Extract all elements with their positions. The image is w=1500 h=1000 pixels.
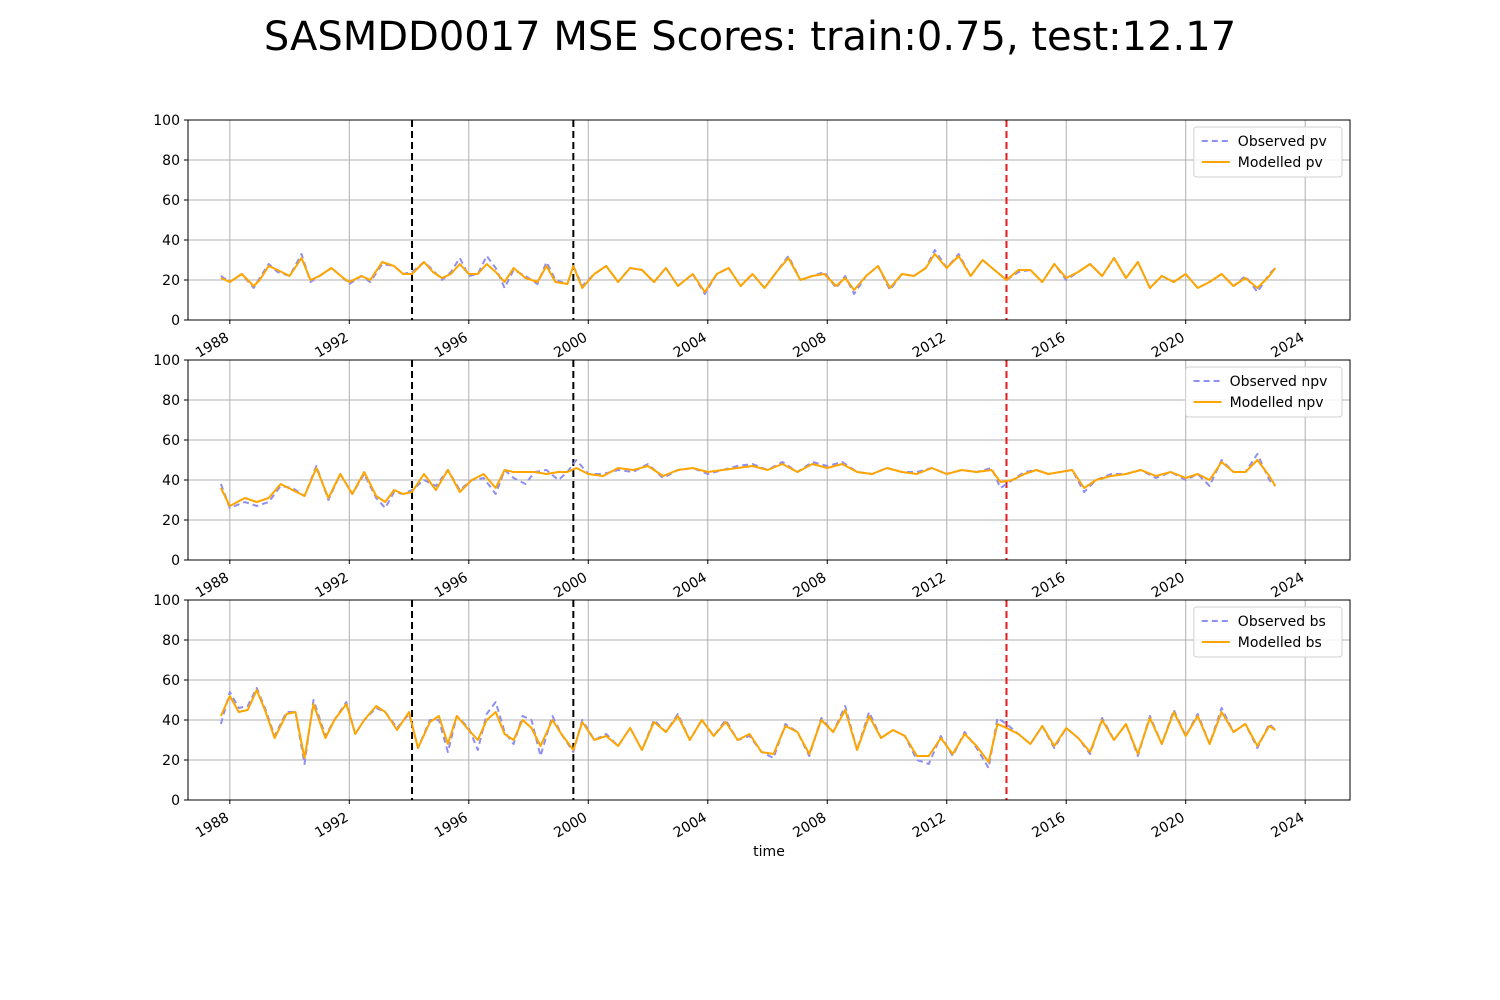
series-line-0 [220, 249, 1277, 295]
x-tick-label: 2008 [790, 810, 829, 842]
y-tick-label: 40 [162, 713, 180, 729]
y-tick-label: 100 [153, 593, 180, 609]
y-tick-label: 20 [162, 513, 180, 529]
x-tick-label: 2012 [910, 330, 949, 362]
legend-box [1185, 366, 1343, 418]
x-tick-label: 2004 [671, 810, 710, 842]
x-tick-label: 1992 [312, 330, 351, 362]
y-tick-label: 80 [162, 633, 180, 649]
x-tick-label: 1988 [193, 570, 232, 602]
x-axis-label: time [753, 844, 785, 860]
x-tick-label: 2012 [910, 810, 949, 842]
x-tick-label: 1996 [432, 330, 471, 362]
legend-box [1193, 126, 1343, 178]
y-tick-label: 60 [162, 433, 180, 449]
x-tick-label: 2000 [551, 330, 590, 362]
x-tick-label: 2004 [671, 570, 710, 602]
y-tick-label: 80 [162, 393, 180, 409]
axes-frame [187, 359, 1351, 561]
x-tick-label: 2024 [1268, 330, 1307, 362]
subplot-1: 0 20 40 60 80 100 1988 1992 1996 2000 2004 2008 2012… [153, 113, 1351, 362]
legend: Observed bs Modelled bs [1193, 606, 1343, 658]
y-tick-label: 40 [162, 473, 180, 489]
y-tick-label: 80 [162, 153, 180, 169]
y-tick-label: 20 [162, 273, 180, 289]
x-tick-label: 1996 [432, 570, 471, 602]
x-tick-label: 2000 [551, 570, 590, 602]
y-tick-label: 60 [162, 673, 180, 689]
y-tick-label: 100 [153, 113, 180, 129]
y-tick-label: 0 [171, 793, 180, 809]
x-tick-label: 2016 [1029, 810, 1068, 842]
x-tick-label: 2008 [790, 330, 829, 362]
legend-label: Observed pv [1238, 134, 1327, 150]
chart-title: SASMDD0017 MSE Scores: train:0.75, test:… [263, 14, 1237, 60]
x-tick-label: 2004 [671, 330, 710, 362]
subplot-3: 0 20 40 60 80 100 1988 1992 1996 2000 2004 2008 2012… [153, 593, 1351, 860]
x-tick-label: 1996 [432, 810, 471, 842]
legend-label: Observed npv [1230, 374, 1328, 390]
legend: Observed npv Modelled npv [1185, 366, 1343, 418]
y-tick-label: 60 [162, 193, 180, 209]
x-tick-label: 2024 [1268, 810, 1307, 842]
x-tick-label: 1992 [312, 810, 351, 842]
legend: Observed pv Modelled pv [1193, 126, 1343, 178]
x-tick-label: 2012 [910, 570, 949, 602]
y-tick-label: 0 [171, 313, 180, 329]
series-line-1 [220, 253, 1277, 293]
y-tick-label: 0 [171, 553, 180, 569]
x-tick-label: 1992 [312, 570, 351, 602]
legend-label: Modelled npv [1230, 395, 1324, 411]
x-tick-label: 2000 [551, 810, 590, 842]
axes-frame [187, 119, 1351, 321]
x-tick-label: 1988 [193, 810, 232, 842]
legend-label: Modelled pv [1238, 155, 1323, 171]
y-tick-label: 40 [162, 233, 180, 249]
axes-frame [187, 599, 1351, 801]
x-tick-label: 1988 [193, 330, 232, 362]
series-line-0 [219, 453, 1277, 509]
x-tick-label: 2020 [1149, 570, 1188, 602]
x-tick-label: 2024 [1268, 570, 1307, 602]
legend-box [1193, 606, 1343, 658]
y-tick-label: 20 [162, 753, 180, 769]
y-tick-label: 100 [153, 353, 180, 369]
x-tick-label: 2020 [1149, 810, 1188, 842]
series-line-1 [219, 689, 1276, 763]
x-tick-label: 2008 [790, 570, 829, 602]
legend-label: Modelled bs [1238, 635, 1322, 651]
x-tick-label: 2016 [1029, 330, 1068, 362]
series-line-0 [219, 687, 1277, 769]
legend-label: Observed bs [1238, 614, 1326, 630]
subplot-2: 0 20 40 60 80 100 1988 1992 1996 2000 2004 2008 2012… [153, 353, 1351, 602]
x-tick-label: 2016 [1029, 570, 1068, 602]
series-line-1 [220, 459, 1277, 507]
x-tick-label: 2020 [1149, 330, 1188, 362]
